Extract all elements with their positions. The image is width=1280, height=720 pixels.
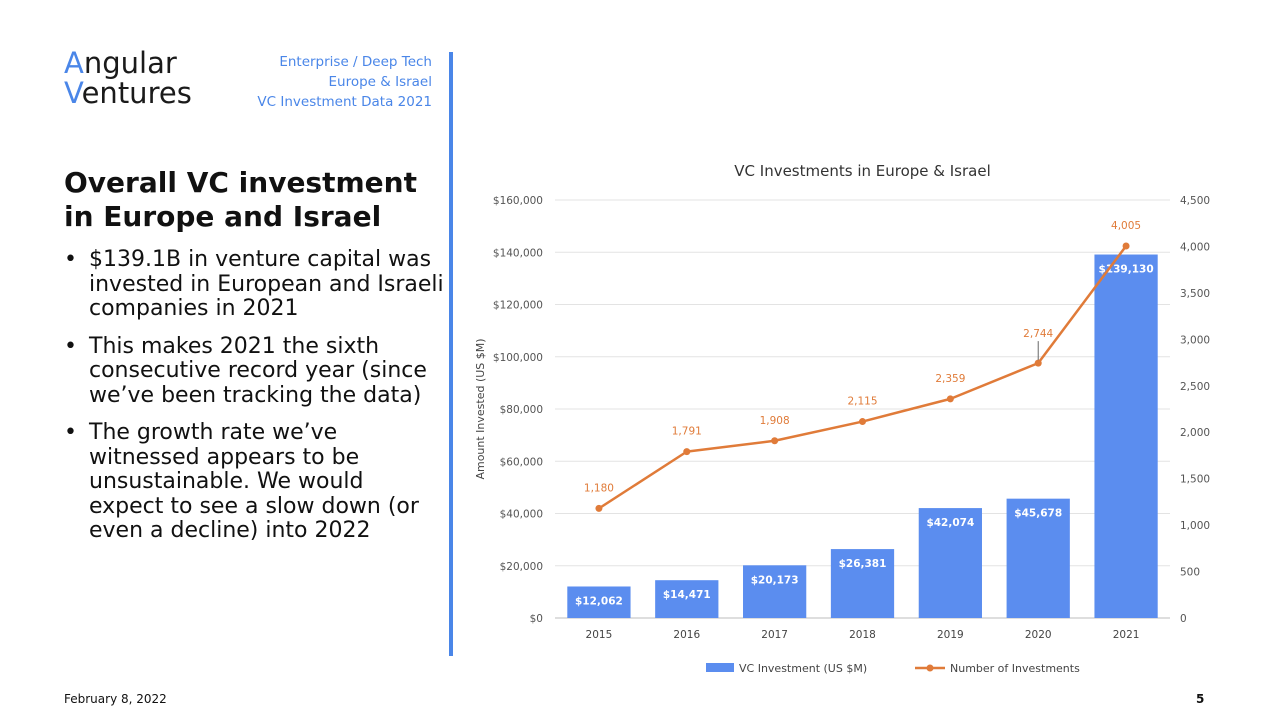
x-tick-label: 2020 [1025, 629, 1052, 641]
bullet-item: $139.1B in venture capital was invested … [64, 247, 444, 322]
line-number-of-investments [598, 245, 1128, 510]
vertical-divider [449, 52, 453, 656]
line-value-label: 2,359 [935, 373, 965, 385]
bar-value-label: $45,678 [1014, 508, 1062, 520]
line-value-label: 2,115 [847, 396, 877, 408]
logo-accent-a: A [64, 46, 84, 80]
y-axis-label: Amount Invested (US $M) [474, 338, 487, 479]
y-tick-label: $0 [530, 613, 543, 625]
bar-2021 [1094, 254, 1158, 618]
legend-swatch-bar [706, 663, 734, 672]
logo-line-1: Angular [64, 48, 192, 78]
line-point-2021 [1122, 242, 1130, 250]
logo-accent-v: V [64, 76, 82, 110]
y2-tick-label: 1,000 [1180, 520, 1210, 532]
y-tick-label: $120,000 [493, 300, 543, 312]
y-tick-label: $140,000 [493, 247, 543, 259]
y2-tick-label: 4,000 [1180, 241, 1210, 253]
legend-label-bar: VC Investment (US $M) [739, 662, 867, 675]
legend-label-line: Number of Investments [950, 662, 1080, 675]
bullet-item: This makes 2021 the sixth consecutive re… [64, 334, 444, 409]
tag-dataset: VC Investment Data 2021 [257, 94, 432, 110]
x-tick-label: 2018 [849, 629, 876, 641]
bar-value-label: $20,173 [751, 574, 799, 586]
page-number: 5 [1196, 692, 1205, 706]
line-point-2019 [946, 395, 954, 403]
slide-title: Overall VC investment in Europe and Isra… [64, 166, 417, 233]
y-tick-label: $80,000 [500, 404, 543, 416]
x-tick-label: 2021 [1113, 629, 1140, 641]
legend-swatch-marker [926, 664, 934, 672]
logo-text-ngular: ngular [83, 46, 177, 80]
bar-2017 [743, 565, 807, 618]
vc-investment-chart: VC Investments in Europe & Israel $0 $20,0… [474, 162, 1210, 675]
tag-sector: Enterprise / Deep Tech [279, 54, 432, 70]
chart-title: VC Investments in Europe & Israel [734, 162, 990, 180]
y2-tick-label: 0 [1180, 613, 1187, 625]
bullet-item: The growth rate we’ve witnessed appears … [64, 420, 444, 544]
bar-value-label: $12,062 [575, 595, 623, 607]
y-tick-label: $20,000 [500, 561, 543, 573]
y2-tick-label: 1,500 [1180, 474, 1210, 486]
line-point-2015 [595, 504, 603, 512]
y2-tick-label: 500 [1180, 567, 1200, 579]
y2-tick-label: 2,000 [1180, 427, 1210, 439]
bar-2018 [830, 549, 895, 618]
bullet-list: $139.1B in venture capital was invested … [64, 247, 444, 557]
line-point-2017 [771, 437, 779, 445]
bar-2016 [655, 580, 719, 618]
footer-date: February 8, 2022 [64, 692, 167, 706]
line-value-label: 1,791 [672, 426, 702, 438]
line-value-label: 4,005 [1111, 220, 1141, 232]
line-point-2018 [859, 418, 866, 426]
y2-tick-label: 3,500 [1180, 288, 1210, 300]
logo-text-entures: entures [81, 76, 192, 110]
line-point-2020 [1034, 359, 1042, 367]
y2-tick-label: 4,500 [1180, 195, 1210, 207]
y2-tick-label: 2,500 [1180, 381, 1210, 393]
y-tick-label: $60,000 [500, 456, 543, 468]
logo-line-2: Ventures [64, 78, 192, 108]
x-tick-label: 2017 [761, 629, 788, 641]
bar-value-label: $139,130 [1099, 264, 1154, 276]
x-tick-label: 2015 [586, 629, 613, 641]
bar-2020 [1006, 498, 1070, 618]
x-tick-label: 2019 [937, 629, 964, 641]
y-tick-label: $40,000 [500, 509, 543, 521]
bar-value-label: $26,381 [839, 558, 887, 570]
line-value-label: 1,908 [760, 415, 790, 427]
y-tick-label: $160,000 [493, 195, 543, 207]
bar-2019 [918, 508, 982, 618]
y2-tick-label: 3,000 [1180, 334, 1210, 346]
bar-2015 [567, 586, 631, 618]
x-tick-label: 2016 [673, 629, 700, 641]
tag-region: Europe & Israel [328, 74, 432, 90]
company-logo: Angular Ventures [64, 48, 192, 108]
header-tags: Enterprise / Deep Tech Europe & Israel V… [257, 52, 432, 112]
line-value-label: 1,180 [584, 482, 614, 494]
line-value-label: 2,744 [1023, 328, 1053, 340]
y-tick-label: $100,000 [493, 352, 543, 364]
line-point-2016 [683, 448, 691, 456]
bar-value-label: $14,471 [663, 589, 711, 601]
bar-value-label: $42,074 [926, 517, 974, 529]
